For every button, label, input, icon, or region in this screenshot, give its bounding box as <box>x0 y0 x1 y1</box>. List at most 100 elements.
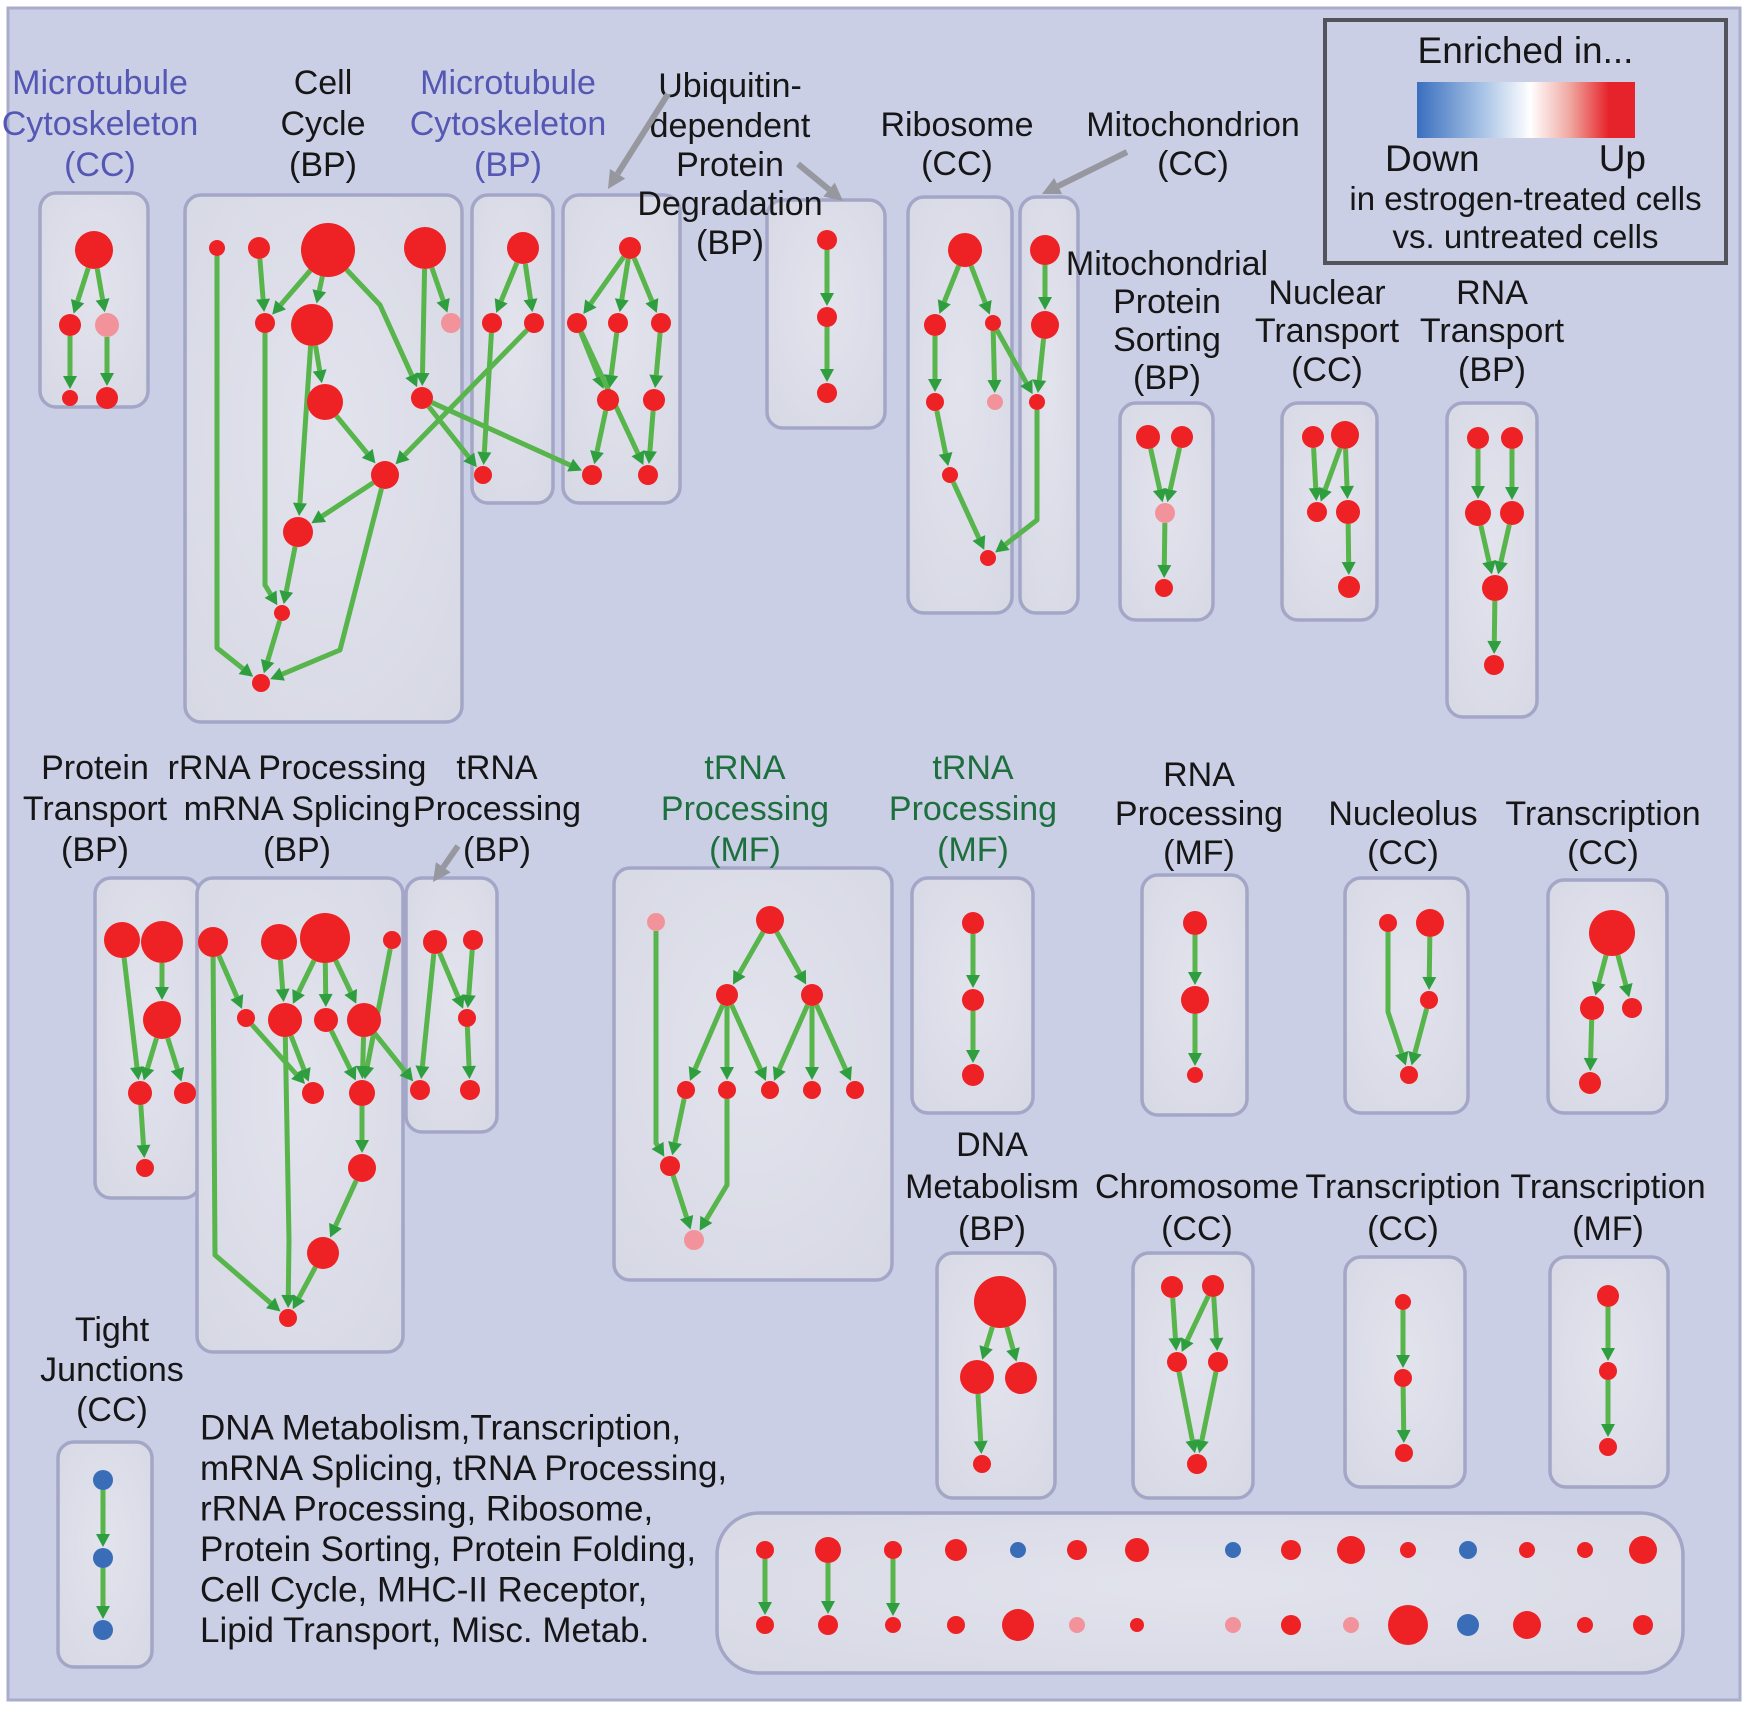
node-cell-cycle-n7 <box>441 313 461 333</box>
arrowhead-icon <box>995 538 1010 553</box>
node-trna-mf-1-wb <box>718 1081 736 1099</box>
label-pointer-arrowhead-icon <box>433 862 451 882</box>
label-transcription-cc-mid-line0: Transcription <box>1505 795 1700 833</box>
node-nuclear-transport-p2 <box>1331 421 1359 449</box>
bottom-panel-node-top-6 <box>1125 1538 1149 1562</box>
edge-trna-bp-1 <box>466 949 475 996</box>
edge-nucleolus-cc-1 <box>1426 936 1433 978</box>
edge-rrna-mrna-7 <box>250 1023 299 1077</box>
label-trna-mf-2-line1: Processing <box>889 790 1057 828</box>
node-cell-cycle-n6 <box>291 304 333 346</box>
legend-gradient-bar <box>1416 82 1635 138</box>
arrowhead-icon <box>1180 1337 1194 1353</box>
node-nucleolus-cc-z1 <box>1379 914 1397 932</box>
node-rna-transport-q4 <box>1500 501 1524 525</box>
node-tight-junctions-j3 <box>93 1620 113 1640</box>
node-trna-mf-2-x1 <box>962 912 984 934</box>
arrowhead-icon <box>415 1065 430 1080</box>
node-dna-metabolism-d2 <box>960 1360 994 1394</box>
edge-dna-metabolism-2 <box>975 1393 984 1442</box>
node-ribosome-cc-r5 <box>987 394 1003 410</box>
legend-subtitle-2: vs. untreated cells <box>1392 218 1659 255</box>
arrowhead-icon <box>130 1066 144 1081</box>
label-trna-mf-1-line1: Processing <box>661 790 829 828</box>
label-protein-transport-line1: Transport <box>23 790 168 828</box>
bottom-panel-node-top-7 <box>1225 1542 1241 1558</box>
edge-dna-metabolism-1 <box>1004 1326 1016 1350</box>
arrowhead-icon <box>312 289 327 304</box>
arrowhead-icon <box>754 1066 767 1081</box>
node-trna-bp-h5 <box>460 1080 480 1100</box>
arrowhead-icon <box>260 658 275 674</box>
bottom-panel-node-top-8 <box>1281 1540 1301 1560</box>
label-ubiquitin-bp-line1: dependent <box>650 107 811 145</box>
edge-rna-transport-3 <box>1498 524 1512 563</box>
node-ubiquitin-bp-u5 <box>597 389 619 411</box>
label-protein-transport-line0: Protein <box>41 749 149 787</box>
node-protein-transport-C <box>143 1001 181 1039</box>
bottom-panel-node-bottom-1 <box>818 1615 838 1635</box>
bottom-panel-node-bottom-10 <box>1388 1605 1428 1645</box>
bottom-panel-node-top-1 <box>815 1537 841 1563</box>
bottom-panel-node-top-11 <box>1459 1541 1477 1559</box>
arrowhead-icon <box>1339 485 1354 500</box>
bottom-panel-node-bottom-13 <box>1577 1617 1593 1633</box>
label-rna-processing-mf-line1: Processing <box>1115 795 1283 833</box>
arrowhead-icon <box>886 1603 900 1616</box>
bottom-panel-node-bottom-3 <box>947 1616 965 1634</box>
arrowhead-icon <box>270 667 285 681</box>
arrowhead-icon <box>451 994 465 1009</box>
bottom-panel-node-bottom-6 <box>1130 1618 1144 1632</box>
edge-rrna-mrna-5 <box>333 959 353 994</box>
node-microtubule-bp-m3 <box>524 313 544 333</box>
arrowhead-icon <box>1396 1429 1411 1444</box>
arrowhead-icon <box>1341 561 1356 576</box>
edge-cell-cycle-14 <box>281 487 384 677</box>
arrowhead-icon <box>436 298 450 313</box>
edge-ribosome-cc-0 <box>941 264 962 303</box>
arrowhead-icon <box>477 451 492 466</box>
edge-nucleolus-cc-0 <box>1385 932 1405 1054</box>
label-trna-mf-1-line0: tRNA <box>704 749 786 787</box>
arrowhead-icon <box>938 452 953 467</box>
legend-title: Enriched in... <box>1417 30 1634 71</box>
arrowhead-icon <box>979 1345 993 1360</box>
edge-mito-protein-sorting-2 <box>1161 522 1168 566</box>
edge-protein-transport-0 <box>121 957 140 1068</box>
edge-ubiquitin-bp-7 <box>647 410 656 452</box>
cross-edge-5 <box>372 1031 407 1073</box>
group-box-cell-cycle <box>183 193 464 724</box>
arrowhead-icon <box>311 510 327 524</box>
node-mitochondrion-cc-t2 <box>1031 311 1059 339</box>
node-microtubule-bp-m2 <box>482 313 502 333</box>
arrowhead-icon <box>1163 488 1178 503</box>
arrowhead-icon <box>266 1297 281 1312</box>
misc-categories-line1: mRNA Splicing, tRNA Processing, <box>200 1449 727 1488</box>
arrowhead-icon <box>312 369 327 384</box>
node-ribosome-cc-r4 <box>926 393 944 411</box>
arrowhead-icon <box>699 1215 713 1231</box>
edge-rrna-mrna-10 <box>329 1029 353 1070</box>
arrowhead-icon <box>136 1144 151 1159</box>
arrowhead-icon <box>1038 297 1052 310</box>
node-transcription-mf-low-f3 <box>1599 1438 1617 1456</box>
label-trna-bp-line2: (BP) <box>463 831 531 869</box>
node-microtubule-cc-c <box>95 313 119 337</box>
arrowhead-icon <box>415 372 430 387</box>
edge-ribosome-cc-1 <box>968 264 988 304</box>
node-rna-transport-q6 <box>1484 655 1504 675</box>
arrowhead-icon <box>96 1606 110 1619</box>
label-pointer-arrowhead-icon <box>823 182 843 201</box>
edge-trna-bp-0 <box>437 952 461 998</box>
node-ubiquitin-bp-2-v3 <box>817 383 837 403</box>
arrowhead-icon <box>614 298 629 313</box>
arrowhead-icon <box>631 450 645 466</box>
arrowhead-icon <box>361 448 376 464</box>
arrowhead-icon <box>839 1066 852 1081</box>
arrowhead-icon <box>679 1215 694 1230</box>
node-ubiquitin-bp-u4 <box>651 313 671 333</box>
arrowhead-icon <box>604 374 619 389</box>
node-microtubule-cc-e <box>96 387 118 409</box>
arrowhead-icon <box>1188 1053 1202 1066</box>
